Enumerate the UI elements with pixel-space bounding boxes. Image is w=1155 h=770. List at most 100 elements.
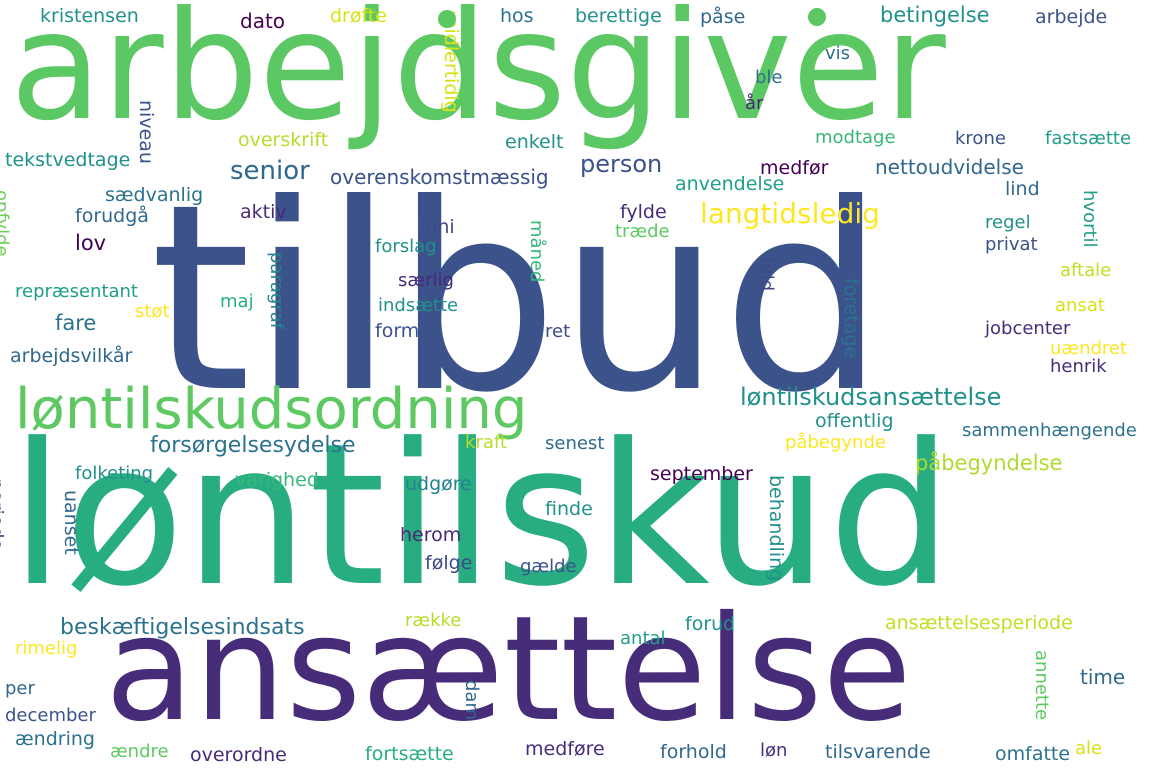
word-73: september — [650, 463, 753, 485]
word-84: forud — [685, 613, 736, 635]
word-25: ble — [755, 67, 783, 88]
word-42: juni — [420, 216, 455, 238]
word-58: foretage — [840, 278, 862, 359]
word-81: følge — [425, 552, 473, 574]
word-15: kristensen — [40, 5, 139, 27]
word-90: dam — [461, 680, 482, 720]
word-61: formål — [375, 320, 437, 342]
word-69: kraft — [465, 432, 507, 453]
word-27: niveau — [135, 100, 157, 164]
word-44: træde — [615, 221, 670, 242]
word-60: fare — [55, 311, 97, 335]
title-i-dot-0 — [438, 10, 456, 28]
word-29: enkelt — [505, 131, 564, 153]
word-51: særlig — [398, 270, 454, 291]
word-64: arbejdsvilkår — [10, 345, 133, 367]
word-33: tekstvedtage — [5, 149, 131, 171]
word-20: påse — [700, 6, 746, 28]
word-36: lind — [1005, 178, 1040, 200]
word-19: berettige — [575, 5, 662, 27]
word-22: arbejde — [1035, 6, 1108, 28]
word-78: finde — [545, 498, 593, 520]
word-59: ansat — [1055, 295, 1105, 316]
word-11: overenskomstmæssig — [330, 165, 549, 189]
word-45: måned — [526, 220, 547, 283]
word-1: tilbud — [150, 149, 886, 449]
word-37: hvortil — [1079, 190, 1100, 248]
word-35: anvendelse — [675, 173, 785, 195]
word-55: støt — [135, 301, 170, 322]
word-17: drøfte — [330, 5, 387, 27]
word-31: krone — [955, 128, 1006, 149]
word-83: række — [405, 610, 462, 631]
word-74: varighed — [235, 469, 319, 491]
word-76: periode — [0, 478, 7, 551]
word-85: antal — [620, 628, 666, 649]
word-57: indsætte — [378, 295, 459, 316]
word-63: jobcenter — [985, 318, 1071, 339]
word-24: vis — [825, 43, 851, 64]
word-75: udgøre — [405, 473, 472, 495]
word-9: person — [580, 150, 663, 178]
word-13: påbegyndelse — [915, 451, 1063, 475]
title-i-dot-1 — [808, 8, 826, 26]
word-38: sædvanlig — [105, 184, 204, 206]
word-68: sammenhængende — [962, 420, 1137, 441]
word-99: tilsvarende — [825, 741, 931, 763]
word-71: påbegynde — [785, 432, 886, 453]
word-0: arbejdsgiver — [10, 0, 946, 154]
word-39: opfylde — [0, 190, 12, 257]
word-43: fylde — [620, 201, 667, 223]
word-80: herom — [400, 524, 462, 546]
word-16: dato — [240, 9, 286, 33]
word-86: rimelig — [15, 638, 78, 659]
word-87: time — [1080, 665, 1126, 689]
word-94: overordne — [190, 744, 287, 766]
word-96: medføre — [525, 738, 605, 760]
word-54: repræsentant — [15, 281, 138, 302]
word-67: offentlig — [815, 410, 894, 432]
word-70: senest — [545, 433, 605, 454]
word-49: privat — [985, 234, 1038, 255]
word-28: overskrift — [238, 129, 329, 151]
word-56: maj — [220, 291, 254, 312]
word-5: løntilskudsansættelse — [740, 383, 1002, 411]
word-77: uanset — [60, 490, 82, 555]
word-26: år — [745, 93, 764, 114]
word-92: ændring — [15, 728, 95, 750]
word-79: behandling — [765, 475, 787, 582]
word-2: løntilskud — [10, 402, 953, 630]
word-98: løn — [760, 740, 788, 761]
word-4: løntilskudsordning — [15, 377, 528, 442]
word-100: omfatte — [995, 743, 1071, 765]
word-53: aftale — [1060, 260, 1112, 281]
word-93: ændre — [110, 741, 169, 762]
word-40: forudgå — [75, 205, 149, 227]
word-21: betingelse — [880, 3, 990, 27]
word-82: gælde — [520, 556, 577, 577]
word-10: nettoudvidelse — [875, 155, 1024, 179]
word-88: annette — [1031, 650, 1052, 721]
word-89: per — [5, 678, 35, 699]
word-50: paragraf — [266, 252, 287, 330]
word-95: fortsætte — [365, 743, 454, 765]
word-12: beskæftigelsesindsats — [60, 615, 305, 640]
word-65: uændret — [1050, 338, 1128, 359]
word-97: forhold — [660, 741, 727, 763]
word-101: ale — [1075, 738, 1103, 759]
word-46: regel — [985, 212, 1031, 233]
word-91: december — [5, 705, 96, 726]
word-6: langtidsledig — [700, 197, 880, 230]
word-7: forsørgelsesydelse — [150, 433, 356, 458]
word-47: lov — [75, 231, 107, 255]
word-66: henrik — [1050, 356, 1107, 377]
word-8: senior — [230, 156, 310, 186]
word-3: ansættelse — [105, 585, 912, 754]
word-72: folketing — [75, 463, 154, 484]
word-18: hos — [500, 5, 534, 27]
word-62: ret — [545, 321, 571, 342]
word-48: forslag — [375, 236, 437, 257]
word-41: aktiv — [240, 201, 287, 223]
word-34: medfør — [760, 157, 829, 179]
